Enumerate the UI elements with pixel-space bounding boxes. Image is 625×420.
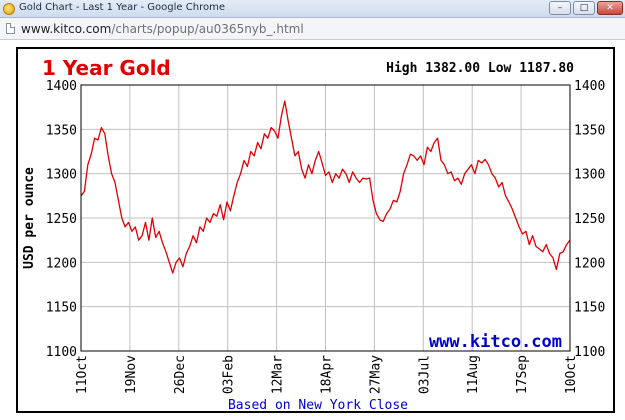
ylabel: USD per ounce bbox=[22, 167, 37, 269]
y-tick-label-right: 1200 bbox=[574, 256, 605, 271]
url-host: www.kitco.com bbox=[21, 22, 112, 36]
x-tick-label: 18Apr bbox=[320, 355, 335, 394]
plot-area-border bbox=[80, 84, 571, 352]
y-tick-label-left: 1200 bbox=[46, 256, 77, 271]
y-tick-label-left: 1150 bbox=[46, 301, 77, 316]
y-tick-label-right: 1100 bbox=[574, 345, 605, 360]
x-tick-label: 03Jul bbox=[417, 355, 432, 394]
close-button[interactable]: ✕ bbox=[597, 1, 623, 15]
y-tick-label-left: 1300 bbox=[46, 168, 77, 183]
gold-price-line bbox=[80, 100, 571, 274]
y-tick-label-left: 1100 bbox=[46, 345, 77, 360]
window-titlebar: Gold Chart - Last 1 Year - Google Chrome… bbox=[0, 0, 625, 18]
x-tick-label: 03Feb bbox=[222, 355, 237, 394]
gold-price-chart: 1 Year Gold High 1382.00 Low 1187.80 110… bbox=[22, 56, 605, 413]
window-controls: – □ ✕ bbox=[549, 1, 623, 16]
page-icon bbox=[6, 23, 15, 34]
url-path: /charts/popup/au0365nyb_.html bbox=[111, 22, 304, 36]
x-tick-label: 11Aug bbox=[466, 355, 481, 394]
chart-frame: 1 Year Gold High 1382.00 Low 1187.80 110… bbox=[16, 47, 615, 413]
y-tick-label-right: 1250 bbox=[574, 212, 605, 227]
high-low-readout: High 1382.00 Low 1187.80 bbox=[386, 61, 574, 76]
maximize-button[interactable]: □ bbox=[573, 1, 595, 15]
y-tick-label-left: 1250 bbox=[46, 212, 77, 227]
minimize-button[interactable]: – bbox=[549, 1, 571, 15]
chart-footer: Based on New York Close bbox=[228, 398, 408, 411]
x-tick-label: 26Dec bbox=[173, 355, 188, 394]
y-tick-label-left: 1400 bbox=[46, 79, 77, 94]
x-tick-label: 12Mar bbox=[271, 355, 286, 394]
x-tick-label: 19Nov bbox=[124, 355, 139, 394]
url-text[interactable]: www.kitco.com/charts/popup/au0365nyb_.ht… bbox=[21, 22, 304, 36]
chart-title: 1 Year Gold bbox=[42, 56, 171, 80]
chrome-app-icon bbox=[3, 3, 15, 15]
y-tick-label-right: 1150 bbox=[574, 301, 605, 316]
address-bar[interactable]: www.kitco.com/charts/popup/au0365nyb_.ht… bbox=[0, 18, 625, 40]
window-title: Gold Chart - Last 1 Year - Google Chrome bbox=[19, 2, 225, 13]
x-tick-label: 27May bbox=[368, 355, 383, 394]
y-tick-label-right: 1350 bbox=[574, 123, 605, 138]
kitco-watermark: www.kitco.com bbox=[429, 332, 562, 352]
y-tick-label-left: 1350 bbox=[46, 123, 77, 138]
y-tick-label-right: 1400 bbox=[574, 79, 605, 94]
x-tick-label: 11Oct bbox=[75, 355, 90, 394]
x-tick-label: 17Sep bbox=[515, 355, 530, 394]
x-tick-label: 10Oct bbox=[564, 355, 579, 394]
y-tick-label-right: 1300 bbox=[574, 168, 605, 183]
